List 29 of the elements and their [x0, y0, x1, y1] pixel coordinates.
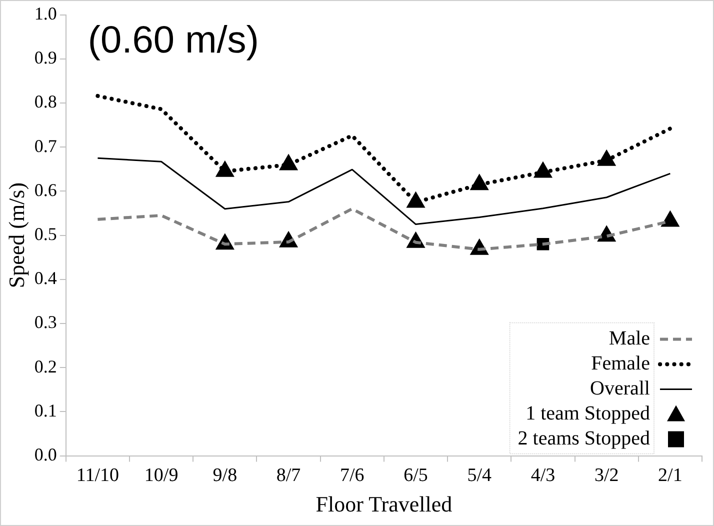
x-tick-label: 8/7 — [276, 465, 301, 486]
x-tick-label: 6/5 — [404, 465, 428, 486]
y-tick-label: 0.8 — [34, 92, 57, 112]
y-tick-label: 0.1 — [34, 400, 57, 420]
annotation: (0.60 m/s) — [88, 19, 259, 62]
y-tick-label: 0.2 — [34, 356, 57, 376]
legend-label: Overall — [590, 378, 650, 400]
y-tick-label: 0.6 — [34, 180, 57, 200]
x-tick-label: 11/10 — [76, 465, 119, 486]
y-tick-label: 0.9 — [34, 48, 57, 68]
legend-label: 2 teams Stopped — [518, 428, 650, 450]
y-axis-title: Speed (m/s) — [4, 182, 29, 288]
y-tick-label: 0.3 — [34, 312, 57, 332]
y-tick-label: 0.4 — [34, 268, 57, 288]
x-tick-label: 10/9 — [144, 465, 178, 486]
y-tick-label: 0.5 — [34, 224, 57, 244]
x-tick-label: 5/4 — [467, 465, 492, 486]
y-tick-label: 0.7 — [34, 136, 57, 156]
y-tick-label: 0.0 — [34, 444, 57, 465]
legend-label: 1 team Stopped — [526, 402, 650, 425]
x-tick-label: 3/2 — [594, 465, 619, 486]
legend-label: Male — [608, 328, 650, 350]
x-tick-label: 4/3 — [530, 465, 556, 486]
x-tick-label: 2/1 — [658, 465, 682, 486]
x-tick-label: 7/6 — [340, 465, 364, 486]
y-tick-label: 1.0 — [34, 4, 57, 24]
x-axis-title: Floor Travelled — [316, 492, 452, 517]
legend-label: Female — [591, 352, 650, 375]
x-tick-label: 9/8 — [212, 465, 238, 486]
